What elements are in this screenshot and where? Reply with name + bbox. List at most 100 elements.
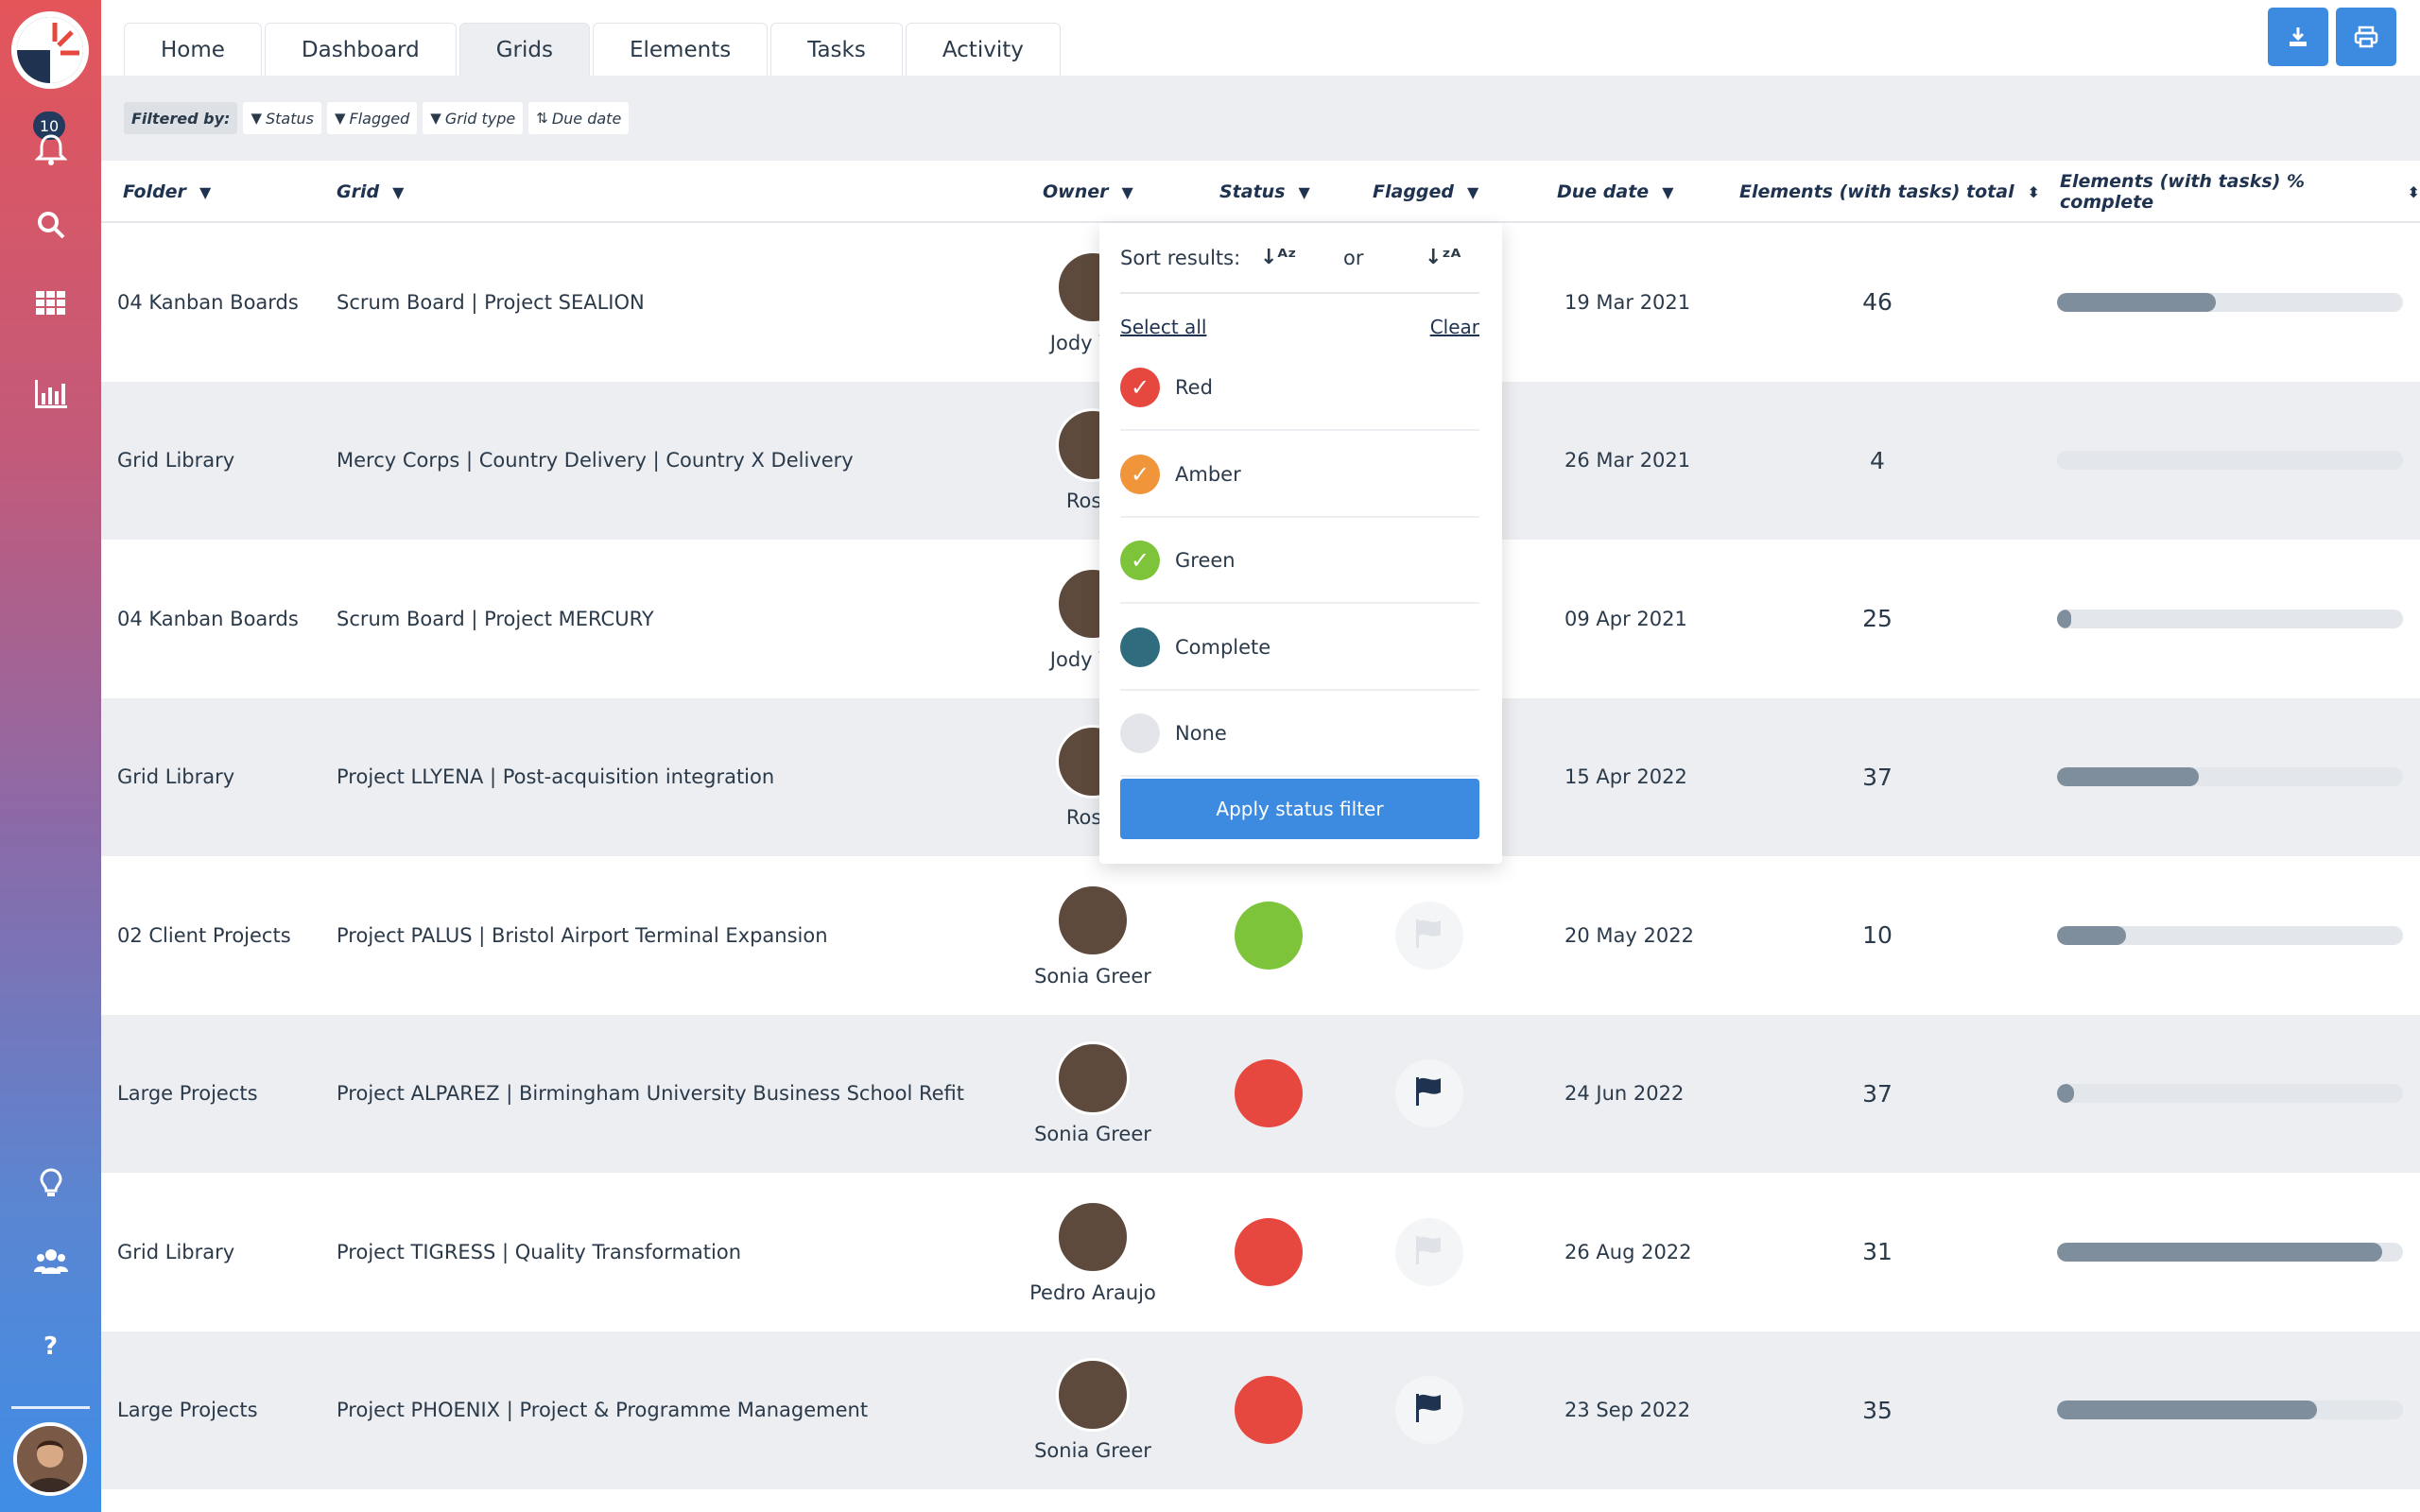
table-row[interactable]: Grid Library Project TIGRESS | Quality Tr…: [101, 1173, 2420, 1332]
due-date-cell: 20 May 2022: [1564, 923, 1694, 947]
header-status[interactable]: Status ▼: [1219, 181, 1310, 202]
select-all-link[interactable]: Select all: [1120, 316, 1207, 338]
status-option-label: None: [1175, 722, 1227, 745]
filter-chip-due-date[interactable]: ⇅ Due date: [528, 102, 630, 134]
tab-activity[interactable]: Activity: [905, 23, 1061, 76]
filter-icon[interactable]: ▼: [1662, 182, 1674, 201]
grid-link[interactable]: Scrum Board | Project SEALION: [337, 290, 645, 314]
flag-toggle[interactable]: [1395, 1217, 1463, 1286]
sort-a-z-icon[interactable]: ↓ᴬᶻ: [1260, 246, 1297, 269]
tab-grids[interactable]: Grids: [458, 23, 590, 76]
elements-total-cell: 4: [1870, 446, 1885, 474]
grid-link[interactable]: Mercy Corps | Country Delivery | Country…: [337, 449, 854, 472]
status-swatch[interactable]: [1120, 627, 1160, 667]
top-navigation: Home Dashboard Grids Elements Tasks Acti…: [101, 0, 2420, 76]
print-button[interactable]: [2336, 8, 2396, 66]
grid-link[interactable]: Scrum Board | Project MERCURY: [337, 607, 654, 630]
table-row[interactable]: 04 Kanban Boards Scrum Board | Project ME…: [101, 540, 2420, 698]
chart-icon[interactable]: [0, 380, 101, 408]
status-indicator[interactable]: [1235, 1376, 1303, 1445]
elements-total-cell: 35: [1862, 1396, 1893, 1424]
app-logo[interactable]: [11, 11, 89, 89]
grid-link[interactable]: Project PALUS | Bristol Airport Terminal…: [337, 923, 828, 947]
status-indicator[interactable]: [1235, 1217, 1303, 1286]
grid-link[interactable]: Project PHOENIX | Project & Programme Ma…: [337, 1399, 869, 1422]
grid-table-body: 04 Kanban Boards Scrum Board | Project SE…: [101, 223, 2420, 1489]
status-option-label: Complete: [1175, 635, 1271, 659]
flag-icon: [1412, 1234, 1446, 1270]
folder-cell: Large Projects: [117, 1399, 258, 1422]
flag-toggle[interactable]: [1395, 1059, 1463, 1128]
header-flagged[interactable]: Flagged ▼: [1373, 181, 1479, 202]
grid-link[interactable]: Project ALPAREZ | Birmingham University …: [337, 1082, 965, 1106]
sort-icon[interactable]: ⬍: [2027, 182, 2040, 201]
clear-link[interactable]: Clear: [1429, 316, 1479, 338]
owner-cell: Sonia Greer: [998, 1015, 1187, 1174]
tab-tasks[interactable]: Tasks: [770, 23, 903, 76]
apply-status-filter-button[interactable]: Apply status filter: [1120, 779, 1479, 839]
download-icon: [2290, 27, 2307, 46]
filter-chip-grid-type[interactable]: ▼ Grid type: [423, 102, 524, 134]
header-elements-complete[interactable]: Elements (with tasks) % complete ⬍: [2060, 171, 2420, 213]
checkmark-icon[interactable]: ✓: [1120, 368, 1160, 407]
header-folder[interactable]: Folder ▼: [123, 181, 212, 202]
folder-cell: 02 Client Projects: [117, 923, 291, 947]
flag-toggle[interactable]: [1395, 901, 1463, 970]
download-button[interactable]: [2268, 8, 2328, 66]
grid-icon[interactable]: [0, 291, 101, 316]
lightbulb-icon[interactable]: [0, 1168, 101, 1198]
user-avatar[interactable]: [13, 1422, 87, 1496]
table-row[interactable]: Large Projects Project PHOENIX | Project …: [101, 1331, 2420, 1490]
search-icon[interactable]: [0, 210, 101, 240]
tab-elements[interactable]: Elements: [592, 23, 769, 76]
filter-icon[interactable]: ▼: [1121, 182, 1133, 201]
header-grid[interactable]: Grid ▼: [337, 181, 405, 202]
status-option-red[interactable]: ✓ Red: [1120, 346, 1479, 431]
status-option-amber[interactable]: ✓ Amber: [1120, 433, 1479, 518]
filter-icon[interactable]: ▼: [1467, 182, 1479, 201]
owner-name: Sonia Greer: [1034, 964, 1151, 988]
tab-home[interactable]: Home: [124, 23, 262, 76]
status-swatch[interactable]: [1120, 713, 1160, 753]
filter-chip-flagged[interactable]: ▼ Flagged: [326, 102, 418, 134]
owner-avatar: [1056, 1041, 1130, 1116]
filter-icon[interactable]: ▼: [392, 182, 405, 201]
status-option-green[interactable]: ✓ Green: [1120, 519, 1479, 604]
header-elements-total[interactable]: Elements (with tasks) total ⬍: [1739, 181, 2040, 202]
sort-or-label: or: [1343, 246, 1364, 269]
grid-link[interactable]: Project LLYENA | Post-acquisition integr…: [337, 765, 775, 789]
flag-icon: [1412, 1392, 1446, 1428]
due-date-cell: 15 Apr 2022: [1564, 765, 1687, 789]
sidebar-divider: [11, 1406, 90, 1409]
tab-dashboard[interactable]: Dashboard: [264, 23, 457, 76]
filter-icon[interactable]: ▼: [1298, 182, 1310, 201]
status-option-none[interactable]: None: [1120, 692, 1479, 777]
filter-chip-status[interactable]: ▼ Status: [243, 102, 321, 134]
status-indicator[interactable]: [1235, 1059, 1303, 1128]
status-option-complete[interactable]: Complete: [1120, 606, 1479, 691]
grid-link[interactable]: Project TIGRESS | Quality Transformation: [337, 1240, 742, 1263]
elements-total-cell: 37: [1862, 1079, 1893, 1108]
filter-icon: ▼: [334, 110, 346, 127]
progress-fill: [2057, 925, 2127, 945]
checkmark-icon[interactable]: ✓: [1120, 541, 1160, 580]
header-due-date[interactable]: Due date ▼: [1557, 181, 1674, 202]
table-row[interactable]: Large Projects Project ALPAREZ | Birmingh…: [101, 1014, 2420, 1174]
header-owner[interactable]: Owner ▼: [1043, 181, 1133, 202]
filter-icon[interactable]: ▼: [199, 182, 212, 201]
flag-toggle[interactable]: [1395, 1376, 1463, 1445]
owner-avatar: [1056, 883, 1130, 957]
users-icon[interactable]: [0, 1247, 101, 1276]
elements-total-cell: 25: [1862, 605, 1893, 633]
status-indicator[interactable]: [1235, 901, 1303, 970]
progress-bar: [2057, 609, 2403, 628]
bell-icon[interactable]: [0, 132, 101, 166]
owner-cell: Sonia Greer: [998, 1332, 1187, 1490]
checkmark-icon[interactable]: ✓: [1120, 454, 1160, 494]
status-option-label: Amber: [1175, 462, 1241, 486]
sort-z-a-icon[interactable]: ↓ᶻᴬ: [1425, 246, 1461, 269]
help-icon[interactable]: ?: [43, 1332, 59, 1361]
progress-fill: [2057, 1400, 2317, 1420]
table-row[interactable]: 02 Client Projects Project PALUS | Bristo…: [101, 856, 2420, 1015]
sort-icon[interactable]: ⬍: [2407, 182, 2420, 201]
